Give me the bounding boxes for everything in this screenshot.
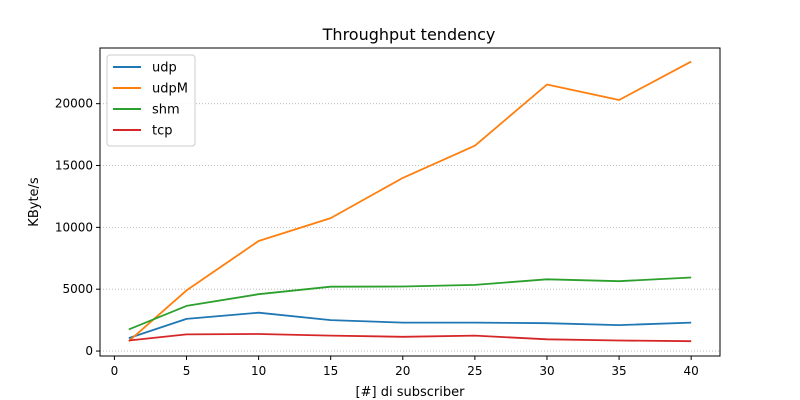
x-tick-label: 20 [395, 364, 410, 378]
legend-label-tcp: tcp [152, 124, 173, 139]
legend-label-shm: shm [152, 103, 180, 118]
plot-area-frame [99, 47, 721, 357]
series-lines [128, 60, 692, 343]
legend-label-udp: udp [152, 61, 177, 76]
x-tick-label: 40 [684, 364, 699, 378]
x-tick-label: 0 [111, 364, 119, 378]
y-tick-label: 15000 [55, 159, 93, 173]
x-tick-label: 15 [323, 364, 338, 378]
series-line-udpM [128, 60, 692, 342]
legend: udp udpM shm tcp [106, 54, 196, 147]
y-axis-label: KByte/s [27, 177, 42, 227]
x-tick-label: 35 [611, 364, 626, 378]
y-tick-label: 10000 [55, 220, 93, 234]
y-tick-label: 20000 [55, 97, 93, 111]
legend-box [106, 54, 196, 147]
x-axis-ticks: 0 5 10 15 20 25 30 35 40 [111, 356, 699, 378]
x-tick-label: 5 [183, 364, 191, 378]
y-tick-label: 5000 [62, 282, 93, 296]
series-line-udp [128, 311, 692, 339]
series-line-shm [128, 276, 692, 331]
x-axis-label: [#] di subscriber [356, 385, 466, 400]
series-line-tcp [128, 333, 692, 343]
chart-title: Throughput tendency [322, 25, 496, 44]
x-tick-label: 30 [539, 364, 554, 378]
y-tick-label: 0 [85, 344, 93, 358]
x-tick-label: 25 [467, 364, 482, 378]
y-axis-ticks: 0 5000 10000 15000 20000 [55, 97, 100, 358]
x-tick-label: 10 [251, 364, 266, 378]
y-gridlines [100, 103, 720, 352]
legend-label-udpM: udpM [152, 82, 188, 97]
